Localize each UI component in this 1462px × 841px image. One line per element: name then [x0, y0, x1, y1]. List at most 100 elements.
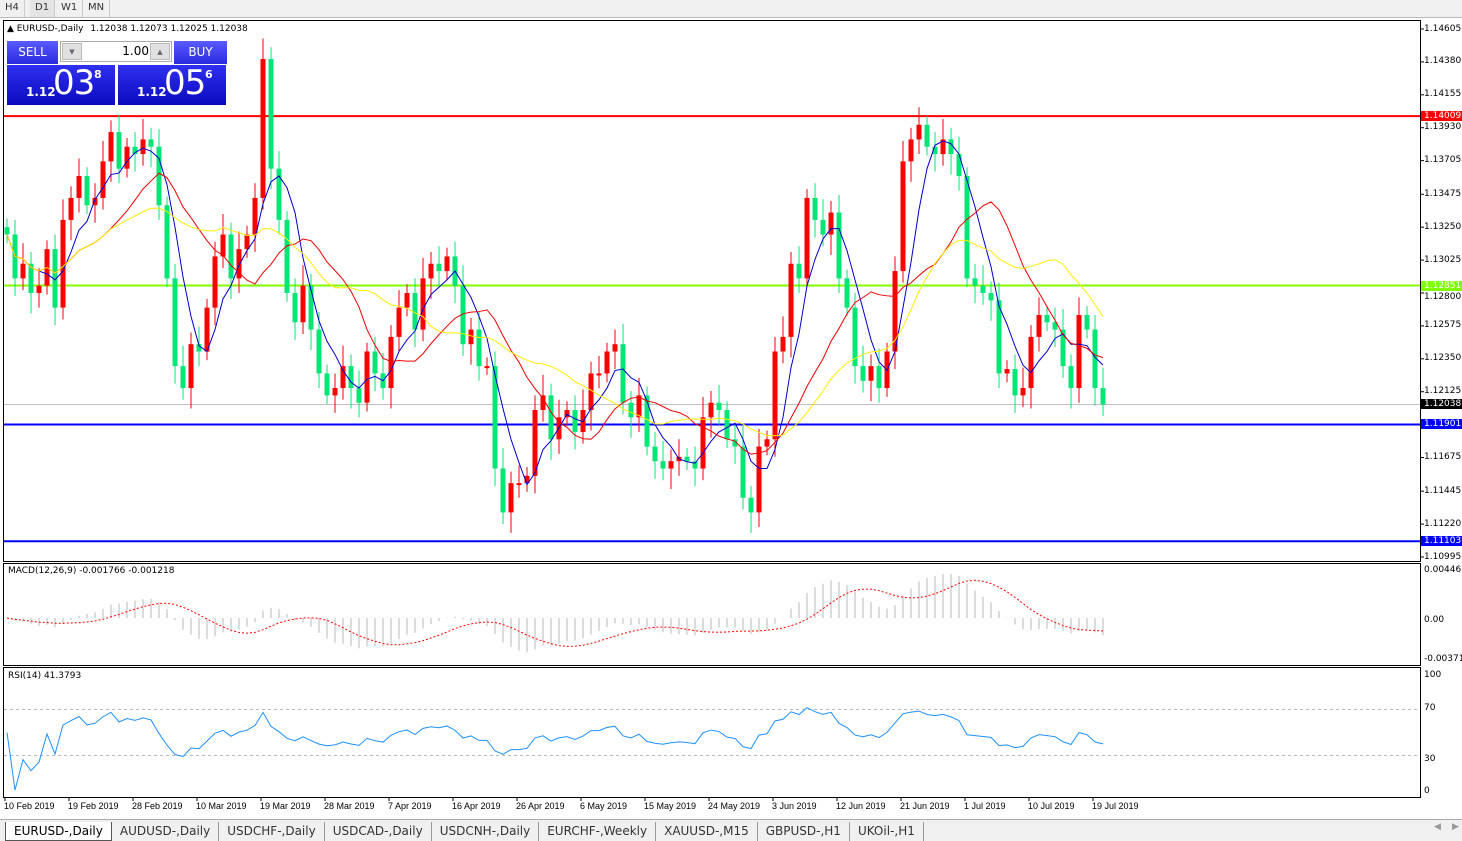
date-label: 7 Apr 2019: [388, 801, 432, 811]
bear-candle: [292, 293, 298, 323]
symbol-tab[interactable]: UKOil-,H1: [850, 822, 924, 841]
timeframe-h4[interactable]: H4: [0, 0, 25, 17]
bull-candle: [100, 161, 106, 198]
chart-ohlc: 1.12038 1.12073 1.12025 1.12038: [90, 24, 248, 34]
bull-candle: [756, 446, 762, 513]
tabs-scroll-right-icon[interactable]: ▶: [1452, 822, 1459, 832]
sell-price-fraction: 8: [94, 68, 102, 81]
macd-signal-line: [6, 579, 1104, 647]
date-label: 16 Apr 2019: [452, 801, 501, 811]
bear-candle: [748, 497, 754, 513]
bear-candle: [1044, 314, 1050, 323]
bull-candle: [916, 124, 922, 140]
bull-candle: [764, 439, 770, 447]
bear-candle: [412, 293, 418, 330]
bear-candle: [644, 395, 650, 447]
bear-candle: [148, 139, 154, 147]
bull-candle: [564, 410, 570, 418]
bear-candle: [324, 373, 330, 396]
price-axis-label: 1.13705: [1424, 155, 1462, 166]
bull-candle: [260, 58, 266, 198]
symbol-tab[interactable]: USDCNH-,Daily: [432, 822, 540, 841]
bear-candle: [492, 366, 498, 469]
bear-candle: [812, 197, 818, 220]
timeframe-d1[interactable]: D1: [30, 0, 56, 17]
date-label: 28 Mar 2019: [324, 801, 375, 811]
date-label: 3 Jun 2019: [772, 801, 817, 811]
symbol-tab[interactable]: USDCAD-,Daily: [325, 822, 432, 841]
bull-candle: [596, 373, 602, 376]
collapse-triangle-icon[interactable]: ▲: [7, 24, 14, 34]
sell-price[interactable]: 1.12 03 8: [7, 63, 115, 105]
date-label: 19 Feb 2019: [68, 801, 119, 811]
bear-candle: [156, 146, 162, 206]
price-axis-label: 1.13930: [1424, 122, 1462, 133]
bear-candle: [276, 168, 282, 220]
date-label: 10 Mar 2019: [196, 801, 247, 811]
bull-candle: [908, 139, 914, 162]
symbol-tab[interactable]: USDCHF-,Daily: [219, 822, 325, 841]
lot-increase-icon[interactable]: ▲: [150, 43, 170, 60]
bear-candle: [988, 293, 994, 301]
buy-price[interactable]: 1.12 05 6: [118, 63, 226, 105]
bull-candle: [468, 329, 474, 345]
bull-candle: [708, 402, 714, 418]
bull-candle: [68, 197, 74, 220]
bear-candle: [660, 461, 666, 469]
bull-candle: [516, 483, 522, 486]
symbol-tab[interactable]: EURUSD-,Daily: [5, 822, 112, 841]
bear-candle: [356, 388, 362, 403]
tabs-scroll-left-icon[interactable]: ◀: [1434, 822, 1441, 832]
sell-price-pips: 03: [53, 63, 95, 103]
bull-candle: [124, 146, 130, 169]
symbol-tab[interactable]: XAUUSD-,M15: [656, 822, 758, 841]
bull-candle: [780, 336, 786, 352]
buy-button[interactable]: BUY: [174, 41, 227, 64]
bull-candle: [204, 307, 210, 352]
bull-candle: [804, 197, 810, 279]
level-price-tag: 1.11103: [1421, 536, 1462, 547]
bear-candle: [860, 366, 866, 381]
symbol-tab[interactable]: EURCHF-,Weekly: [539, 822, 657, 841]
bear-candle: [964, 175, 970, 279]
bear-candle: [1052, 322, 1058, 330]
bull-candle: [1004, 369, 1010, 374]
bull-candle: [60, 219, 66, 308]
date-label: 6 May 2019: [580, 801, 628, 811]
bear-candle: [844, 278, 850, 308]
bull-candle: [428, 263, 434, 279]
bear-candle: [500, 468, 506, 513]
bear-candle: [932, 146, 938, 155]
date-label: 24 May 2019: [708, 801, 761, 811]
macd-pane[interactable]: [3, 563, 1421, 666]
bull-candle: [236, 249, 242, 279]
date-label: 19 Mar 2019: [260, 801, 311, 811]
symbol-tab[interactable]: AUDUSD-,Daily: [112, 822, 220, 841]
timeframe-w1[interactable]: W1: [56, 0, 84, 17]
bull-candle: [612, 344, 618, 352]
lot-size-input[interactable]: ▼ 1.00 ▲: [60, 41, 172, 62]
bear-candle: [956, 154, 962, 176]
bear-candle: [316, 329, 322, 374]
bull-candle: [1076, 314, 1082, 389]
timeframe-mn[interactable]: MN: [83, 0, 111, 17]
bear-candle: [1012, 369, 1018, 396]
bull-candle: [444, 256, 450, 272]
sell-button[interactable]: SELL: [7, 41, 58, 64]
bull-candle: [332, 388, 338, 396]
date-label: 21 Jun 2019: [900, 801, 950, 811]
lot-decrease-icon[interactable]: ▼: [62, 43, 82, 60]
bear-candle: [372, 351, 378, 374]
bear-candle: [28, 263, 34, 293]
lot-value[interactable]: 1.00: [122, 44, 149, 58]
date-label: 28 Feb 2019: [132, 801, 183, 811]
bear-candle: [84, 175, 90, 206]
date-label: 1 Jul 2019: [964, 801, 1006, 811]
date-label: 10 Jul 2019: [1028, 801, 1075, 811]
bear-candle: [972, 278, 978, 286]
symbol-tab[interactable]: GBPUSD-,H1: [758, 822, 850, 841]
bull-candle: [364, 351, 370, 403]
bear-candle: [4, 227, 10, 235]
bull-candle: [76, 175, 82, 198]
price-axis-label: 1.12350: [1424, 353, 1462, 364]
